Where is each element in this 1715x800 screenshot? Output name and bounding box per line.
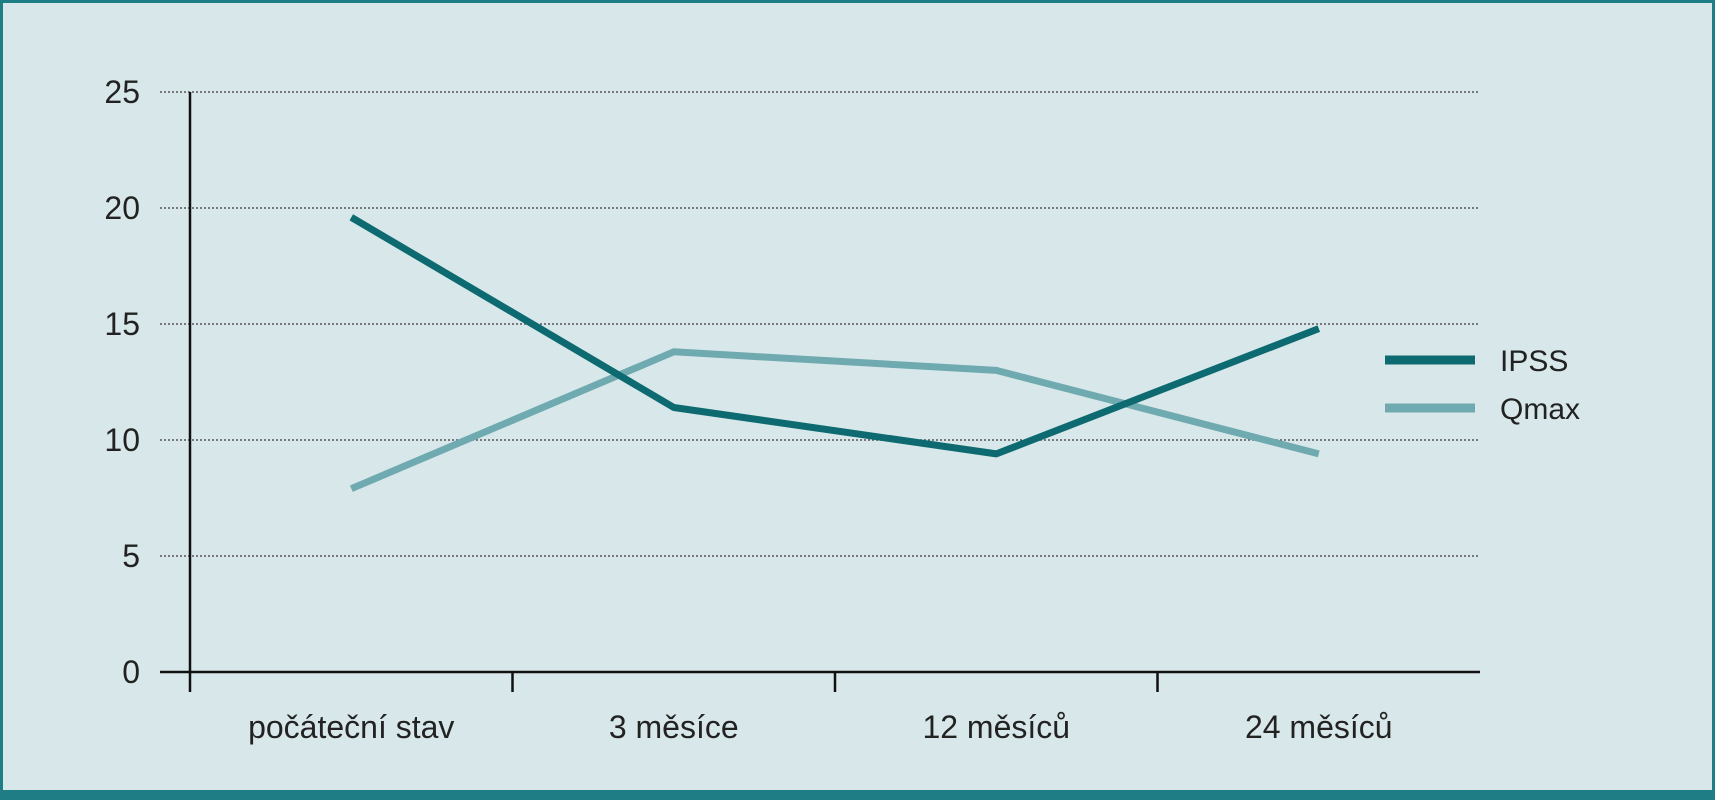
y-tick-label: 0 — [122, 654, 140, 690]
series-lines — [349, 214, 1321, 492]
series-line-qmax — [349, 348, 1320, 492]
y-tick-label: 5 — [122, 538, 140, 574]
series-line-ipss — [349, 214, 1321, 458]
x-tick-label: 24 měsíců — [1245, 709, 1393, 745]
legend-label-ipss: IPSS — [1500, 345, 1568, 378]
y-tick-label: 25 — [104, 74, 140, 110]
axes — [160, 92, 1480, 692]
y-tick-label: 15 — [104, 306, 140, 342]
y-tick-label: 10 — [104, 422, 140, 458]
y-tick-labels: 0 5 10 15 20 25 — [104, 74, 140, 690]
legend: IPSS Qmax — [1385, 345, 1580, 426]
x-tick-label: počáteční stav — [248, 709, 454, 745]
x-tick-label: 12 měsíců — [922, 709, 1070, 745]
y-tick-label: 20 — [104, 190, 140, 226]
x-tick-label: 3 měsíce — [609, 709, 739, 745]
x-tick-labels: počáteční stav 3 měsíce 12 měsíců 24 měsíců — [248, 709, 1392, 745]
legend-label-qmax: Qmax — [1500, 393, 1580, 426]
